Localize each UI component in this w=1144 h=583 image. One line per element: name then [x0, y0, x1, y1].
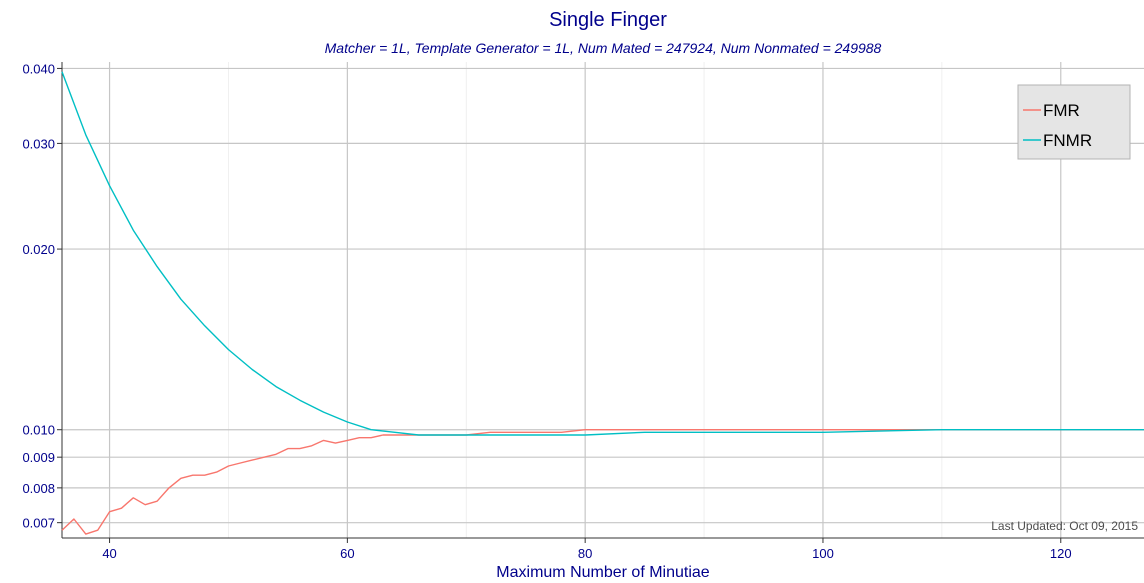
x-tick-label: 100	[812, 546, 834, 561]
y-tick-label: 0.040	[22, 61, 55, 76]
legend-label-fnmr: FNMR	[1043, 131, 1092, 150]
y-tick-label: 0.008	[22, 481, 55, 496]
x-tick-label: 40	[102, 546, 116, 561]
y-tick-label: 0.010	[22, 423, 55, 438]
series-line-fmr	[61, 429, 1144, 535]
chart-subtitle: Matcher = 1L, Template Generator = 1L, N…	[325, 40, 882, 56]
axes: 40 60 80 100 120 0.007 0.008 0.009 0.010 0.020 0.0…	[22, 61, 1144, 561]
chart-title: Single Finger	[549, 9, 667, 31]
y-tick-label: 0.007	[22, 516, 55, 531]
series-group	[61, 71, 1144, 535]
y-tick-label: 0.020	[22, 242, 55, 257]
y-tick-label: 0.030	[22, 136, 55, 151]
x-tick-label: 60	[340, 546, 354, 561]
series-line-fnmr	[61, 71, 1144, 436]
grid	[62, 62, 1144, 538]
last-updated-note: Last Updated: Oct 09, 2015	[991, 519, 1138, 533]
x-tick-label: 120	[1050, 546, 1072, 561]
y-tick-label: 0.009	[22, 450, 55, 465]
legend-box	[1017, 84, 1131, 160]
legend-label-fmr: FMR	[1043, 101, 1080, 120]
x-tick-label: 80	[578, 546, 592, 561]
x-axis-title: Maximum Number of Minutiae	[496, 564, 710, 581]
legend: FMR FNMR	[1017, 84, 1131, 160]
